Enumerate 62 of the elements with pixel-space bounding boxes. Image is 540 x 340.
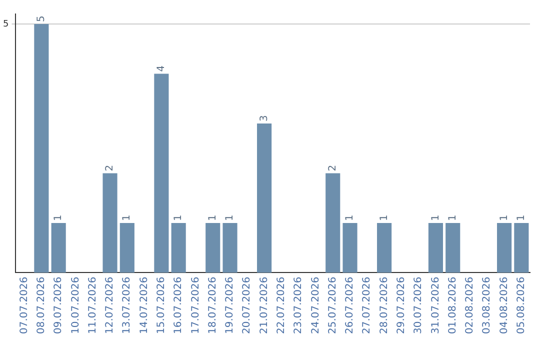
bar xyxy=(342,222,358,273)
x-tick-label: 03.08.2026 xyxy=(482,276,493,334)
bar xyxy=(154,74,169,273)
bar xyxy=(120,222,134,273)
x-tick-label: 22.07.2026 xyxy=(276,276,288,334)
data-label: 1 xyxy=(173,214,184,221)
data-label: 1 xyxy=(53,214,64,221)
x-tick-label: 01.08.2026 xyxy=(447,276,458,334)
data-label: 1 xyxy=(430,214,442,221)
x-tick-label: 10.07.2026 xyxy=(70,276,82,334)
x-tick-label: 31.07.2026 xyxy=(430,276,442,334)
data-label: 1 xyxy=(207,214,218,221)
x-tick-label: 12.07.2026 xyxy=(104,276,116,334)
data-label: 1 xyxy=(122,214,133,221)
x-tick-label: 09.07.2026 xyxy=(53,276,64,334)
x-tick-label: 15.07.2026 xyxy=(156,276,168,334)
bar xyxy=(514,222,529,273)
bar xyxy=(446,222,460,273)
bar xyxy=(222,222,238,273)
data-label: 3 xyxy=(258,115,270,122)
x-tick-label: 30.07.2026 xyxy=(413,276,424,334)
x-tick-label: 05.08.2026 xyxy=(516,276,528,334)
data-label: 1 xyxy=(344,214,356,221)
x-tick-label: 11.07.2026 xyxy=(87,276,98,334)
x-tick-label: 29.07.2026 xyxy=(396,276,408,334)
x-tick-label: 28.07.2026 xyxy=(378,276,390,334)
bar xyxy=(102,173,118,273)
x-tick-label: 08.07.2026 xyxy=(36,276,48,334)
x-tick-label: 25.07.2026 xyxy=(327,276,338,334)
x-tick-label: 04.08.2026 xyxy=(498,276,510,334)
data-label: 1 xyxy=(224,214,236,221)
bar xyxy=(51,222,66,273)
bar xyxy=(497,222,512,273)
x-tick-label: 07.07.2026 xyxy=(18,276,30,334)
bar xyxy=(377,222,392,273)
bar xyxy=(257,123,272,273)
data-label: 1 xyxy=(516,214,528,221)
bar xyxy=(206,222,220,273)
data-label: 1 xyxy=(498,214,510,221)
x-tick-label: 20.07.2026 xyxy=(242,276,253,334)
x-tick-label: 02.08.2026 xyxy=(464,276,476,334)
bar xyxy=(171,222,186,273)
x-tick-label: 26.07.2026 xyxy=(344,276,356,334)
data-label: 4 xyxy=(156,65,168,72)
data-label: 2 xyxy=(327,164,338,172)
x-tick-label: 24.07.2026 xyxy=(310,276,322,334)
x-tick-label: 18.07.2026 xyxy=(207,276,218,334)
x-tick-label: 16.07.2026 xyxy=(173,276,184,334)
x-tick-label: 27.07.2026 xyxy=(362,276,373,334)
bar xyxy=(326,173,340,273)
bar xyxy=(34,24,49,273)
data-label: 1 xyxy=(378,214,390,221)
x-tick-label: 23.07.2026 xyxy=(293,276,304,334)
x-tick-label: 13.07.2026 xyxy=(122,276,133,334)
data-label: 1 xyxy=(447,214,458,221)
data-label: 2 xyxy=(104,164,116,172)
x-tick-label: 14.07.2026 xyxy=(138,276,150,334)
bar xyxy=(428,222,443,273)
data-label: 5 xyxy=(36,16,48,22)
x-tick-label: 19.07.2026 xyxy=(224,276,236,334)
x-tick-label: 17.07.2026 xyxy=(190,276,202,334)
x-tick-label: 21.07.2026 xyxy=(258,276,270,334)
